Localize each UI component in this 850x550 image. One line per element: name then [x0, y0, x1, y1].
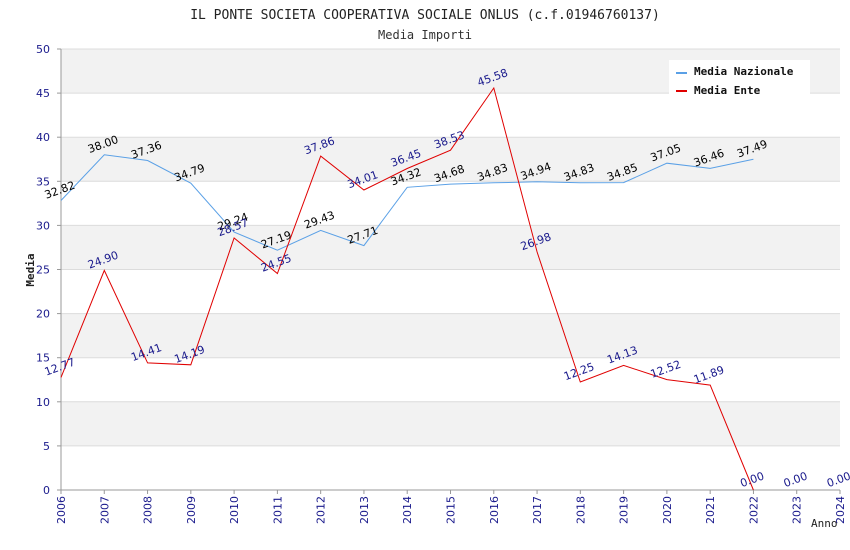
data-label-ente: 12.52	[649, 358, 683, 381]
y-axis-ticks: 0 5 10 15 20 25 30 35 40 45 50	[36, 43, 61, 497]
x-tick-label: 2022	[747, 496, 760, 524]
chart-subtitle: Media Importi	[378, 28, 472, 42]
data-label-ente: 11.89	[692, 363, 726, 386]
y-tick-label: 50	[36, 43, 50, 56]
x-tick-label: 2015	[445, 496, 458, 524]
x-tick-label: 2020	[661, 496, 674, 524]
y-tick-label: 35	[36, 175, 50, 188]
x-axis-ticks: 2006 2007 2008 2009 2010 2011 2012 2013 2014 2015…	[55, 490, 847, 524]
x-tick-label: 2008	[142, 496, 155, 524]
x-tick-label: 2023	[791, 496, 804, 524]
x-tick-label: 2017	[531, 496, 544, 524]
x-tick-label: 2018	[574, 496, 587, 524]
x-tick-label: 2009	[185, 496, 198, 524]
series-lines	[60, 86, 754, 491]
x-tick-label: 2006	[55, 496, 68, 524]
x-tick-label: 2024	[834, 496, 847, 524]
x-tick-label: 2011	[271, 496, 284, 524]
data-label-ente: 0.00	[782, 469, 809, 490]
x-tick-label: 2014	[401, 496, 414, 524]
x-tick-label: 2019	[618, 496, 631, 524]
chart-title: IL PONTE SOCIETA COOPERATIVA SOCIALE ONL…	[190, 8, 660, 23]
data-label-ente: 0.00	[825, 469, 850, 490]
y-tick-label: 0	[43, 484, 50, 497]
x-tick-label: 2007	[98, 496, 111, 524]
legend-box	[669, 60, 810, 100]
x-tick-label: 2021	[704, 496, 717, 524]
y-axis-label: Media	[24, 253, 37, 286]
grid-band	[61, 401, 840, 446]
y-tick-label: 5	[43, 440, 50, 453]
series-line-nazionale	[60, 154, 754, 251]
grid-band	[61, 225, 840, 270]
x-tick-label: 2013	[358, 496, 371, 524]
y-tick-label: 10	[36, 396, 50, 409]
y-tick-label: 15	[36, 352, 50, 365]
x-tick-label: 2012	[315, 496, 328, 524]
grid-band	[61, 313, 840, 358]
y-tick-label: 40	[36, 131, 50, 144]
legend-label-nazionale: Media Nazionale	[694, 65, 794, 78]
y-tick-label: 20	[36, 308, 50, 321]
grid-bands	[61, 49, 840, 446]
x-tick-label: 2016	[488, 496, 501, 524]
legend-label-ente: Media Ente	[694, 84, 761, 97]
legend: Media Nazionale Media Ente	[669, 60, 810, 100]
x-axis-label: Anno	[811, 517, 838, 530]
y-tick-label: 30	[36, 219, 50, 232]
grid-band	[61, 137, 840, 182]
grid-lines	[61, 48, 840, 491]
y-tick-label: 45	[36, 87, 50, 100]
x-tick-label: 2010	[228, 496, 241, 524]
y-tick-label: 25	[36, 264, 50, 277]
series-line-ente	[60, 86, 754, 491]
